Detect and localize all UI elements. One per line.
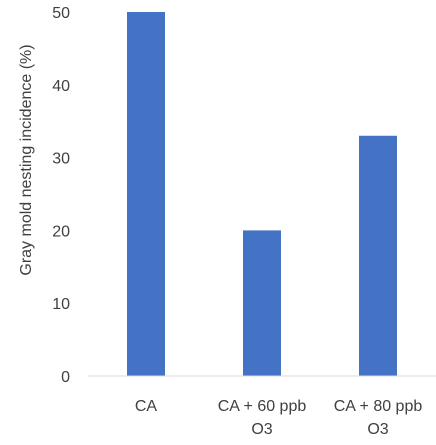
bar — [127, 12, 165, 376]
x-category-label-line: O3 — [251, 421, 272, 438]
bar — [243, 230, 281, 376]
bars-group — [127, 12, 397, 376]
x-category-label-line: CA + 80 ppb — [334, 398, 423, 415]
y-tick-label: 40 — [52, 78, 70, 95]
x-category-label-line: O3 — [367, 421, 388, 438]
y-tick-label: 50 — [52, 5, 70, 22]
x-category-label: CA + 60 ppb O3 — [218, 398, 307, 438]
y-tick-label: 10 — [52, 296, 70, 313]
x-category-label-line: CA — [135, 398, 158, 415]
x-category-label: CA + 80 ppb O3 — [334, 398, 423, 438]
x-axis-labels: CA CA + 60 ppb O3 CA + 80 ppb O3 — [135, 398, 422, 438]
x-category-label-line: CA + 60 ppb — [218, 398, 307, 415]
x-category-label: CA — [135, 398, 158, 415]
y-axis-ticks: 0 10 20 30 40 50 — [52, 5, 70, 386]
y-tick-label: 0 — [61, 369, 70, 386]
y-tick-label: 20 — [52, 223, 70, 240]
y-tick-label: 30 — [52, 151, 70, 168]
bar — [359, 135, 397, 376]
y-axis-title: Gray mold nesting incidence (%) — [18, 44, 35, 275]
